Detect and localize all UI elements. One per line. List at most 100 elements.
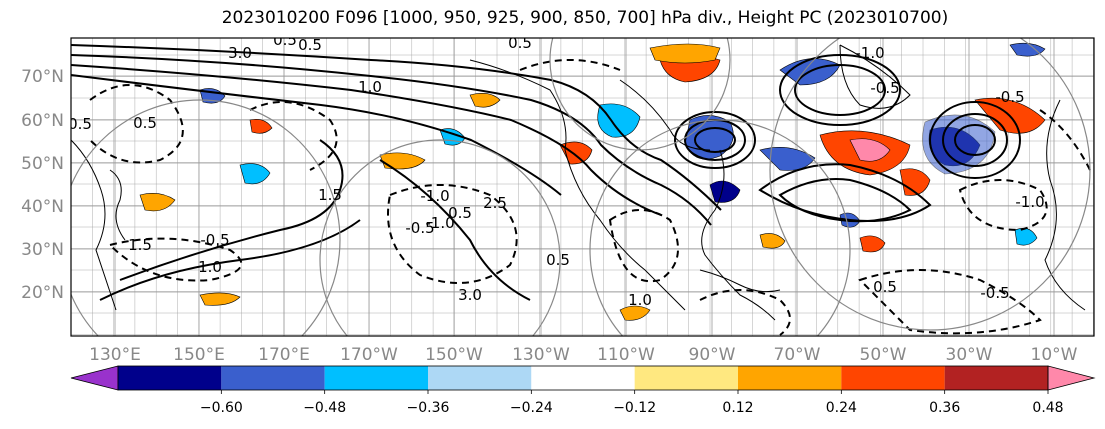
contour-line (929, 101, 1021, 179)
contour-label: 3.0 (458, 286, 482, 304)
divergence-patch (859, 235, 886, 253)
colorbar-outline (117, 365, 1049, 391)
colorbar-tick-label: −0.60 (200, 400, 243, 416)
contour-label: -0.5 (980, 284, 1009, 302)
colorbar-segment (841, 366, 945, 390)
coastline-north-america-west (469, 59, 686, 311)
contour-line (758, 163, 932, 222)
contour-line (71, 74, 562, 196)
colorbar: −0.60 −0.48 −0.36 −0.24 −0.12 0.12 0.24 0.36 0.4… (70, 365, 1096, 416)
colorbar-segment (118, 366, 222, 390)
height-contours-negative (89, 59, 1091, 336)
contour-line (694, 127, 736, 153)
longitude-label: 130°E (89, 345, 141, 365)
longitude-label: 30°W (946, 345, 993, 365)
longitude-label: 150°W (425, 345, 483, 365)
contour-line (608, 209, 679, 283)
contour-line (519, 59, 621, 71)
divergence-patch (559, 141, 593, 165)
contour-line (119, 139, 344, 281)
contour-label: 0.5 (133, 114, 157, 132)
contour-label: -0.5 (200, 231, 229, 249)
overlay-circle (549, 38, 731, 151)
contour-label: 0.5 (448, 204, 472, 222)
colorbar-tick-label: −0.36 (407, 400, 450, 416)
latitude-labels: 70°N 60°N 50°N 40°N 30°N 20°N (21, 67, 64, 303)
contour-label: 1.0 (358, 78, 382, 96)
latitude-label: 70°N (21, 67, 64, 87)
contour-label: 0.5 (546, 251, 570, 269)
divergence-patch (139, 193, 176, 212)
contour-line (71, 64, 662, 216)
contour-line (108, 237, 243, 282)
colorbar-tick-label: −0.24 (510, 400, 553, 416)
divergence-patch (249, 119, 273, 134)
contour-line (249, 101, 338, 171)
contour-label: 3.0 (228, 44, 252, 62)
divergence-fill-layer (139, 42, 1046, 321)
colorbar-segment (531, 366, 635, 390)
contour-label: 0.5 (873, 278, 897, 296)
colorbar-tick-label: 0.48 (1032, 400, 1063, 416)
contour-labels: 3.0 0.51.01.50.51.0-0.50.53.02.51.50.5-1.… (68, 34, 1045, 309)
contour-line (89, 84, 184, 164)
longitude-label: 150°E (173, 345, 225, 365)
contour-label: -0.5 (405, 219, 434, 237)
colorbar-tick-label: 0.36 (929, 400, 960, 416)
colorbar-extension-high (1047, 365, 1096, 391)
map-content: 3.0 0.51.01.50.51.0-0.50.53.02.51.50.5-1.… (68, 34, 1094, 336)
contour-line (71, 54, 712, 226)
divergence-patch (1009, 42, 1046, 57)
contour-line (794, 64, 886, 116)
colorbar-segment (324, 366, 428, 390)
contour-line (1039, 109, 1091, 171)
contour-line (387, 184, 518, 284)
longitude-label: 50°W (860, 345, 907, 365)
contour-line (954, 124, 996, 156)
colorbar-tick-label: 0.12 (722, 400, 753, 416)
colorbar-tick-label: 0.24 (826, 400, 857, 416)
contour-label: 1.0 (628, 291, 652, 309)
coastline-north-america-east (701, 149, 776, 321)
map-title: 2023010200 F096 [1000, 950, 925, 900, 85… (221, 8, 949, 28)
colorbar-segment (634, 366, 738, 390)
contour-line (779, 54, 901, 126)
divergence-patch (619, 305, 651, 321)
divergence-patch (849, 138, 891, 162)
overlay-circle (319, 139, 561, 336)
coastline-east-asia (71, 139, 126, 311)
longitude-label: 170°W (340, 345, 398, 365)
colorbar-segment (738, 366, 842, 390)
divergence-patch (469, 93, 501, 108)
divergence-patch (759, 233, 786, 249)
coastline-greenland (839, 44, 911, 109)
contour-label: 1.0 (198, 258, 222, 276)
overlay-circles (71, 38, 1091, 336)
divergence-patch (239, 163, 271, 185)
divergence-patch (199, 292, 241, 306)
coastline-europe (1044, 99, 1086, 311)
longitude-label: 10°W (1031, 345, 1078, 365)
contour-label: 2.5 (483, 194, 507, 212)
divergence-patch (709, 180, 741, 203)
colorbar-extension-low (70, 365, 119, 391)
longitude-label: 70°W (774, 345, 821, 365)
graticule (71, 38, 1094, 336)
divergence-patch (899, 168, 931, 196)
contour-label: 0.5 (508, 34, 532, 52)
overlay-circle (71, 99, 341, 336)
longitude-labels: 130°E 150°E 170°E 170°W 150°W 130°W 110°W 90°W 7… (89, 345, 1078, 365)
divergence-patch (597, 103, 641, 138)
latitude-label: 40°N (21, 197, 64, 217)
divergence-patch (759, 147, 816, 171)
longitude-label: 90°W (689, 345, 736, 365)
latitude-label: 50°N (21, 154, 64, 174)
map-frame (70, 37, 1095, 337)
longitude-label: 130°W (512, 345, 570, 365)
overlay-circle (769, 38, 1091, 331)
contour-label: 0.5 (298, 36, 322, 54)
contour-label: -0.5 (995, 88, 1024, 106)
contour-label: 0.5 (68, 115, 92, 133)
colorbar-segment (944, 366, 1048, 390)
